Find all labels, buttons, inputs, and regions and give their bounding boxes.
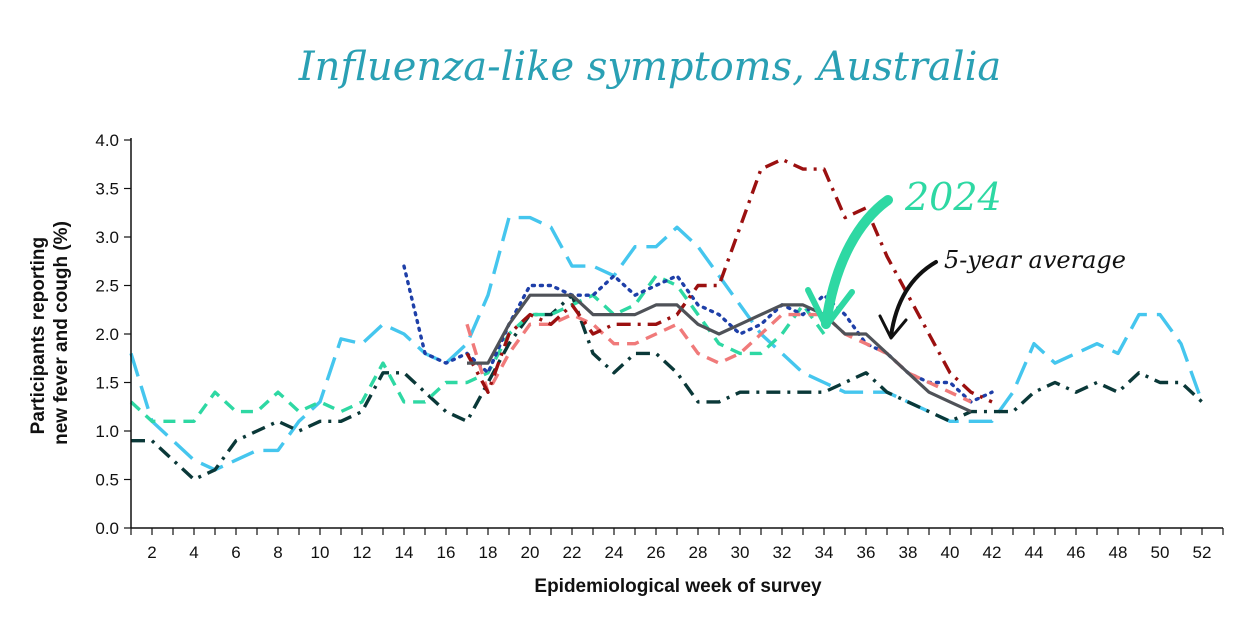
x-tick-label: 46: [1067, 543, 1086, 562]
x-tick-label: 26: [647, 543, 666, 562]
x-tick-label: 16: [437, 543, 456, 562]
y-axis-label-line-2: new fever and cough (%): [51, 221, 72, 445]
x-tick-label: 24: [605, 543, 624, 562]
x-tick-label: 40: [941, 543, 960, 562]
y-tick-label: 3.5: [95, 180, 119, 199]
x-tick-label: 48: [1109, 543, 1128, 562]
x-tick-label: 12: [353, 543, 372, 562]
x-tick-label: 50: [1151, 543, 1170, 562]
x-tick-label: 36: [857, 543, 876, 562]
x-tick-label: 42: [983, 543, 1002, 562]
x-tick-label: 34: [815, 543, 834, 562]
x-tick-label: 20: [521, 543, 540, 562]
y-axis-ticks: 0.0 0.5 1.0 1.5 2.0 2.5 3.0 3.5 4.0: [95, 131, 131, 538]
plot-lines: [129, 157, 1204, 482]
x-tick-label: 18: [479, 543, 498, 562]
x-tick-label: 10: [311, 543, 330, 562]
annotation-2024-label: 2024: [904, 175, 1002, 219]
y-axis-label-line-1: Participants reporting: [28, 237, 49, 434]
y-tick-label: 1.5: [95, 374, 119, 393]
y-tick-label: 0.0: [95, 519, 119, 538]
chart-title: Influenza-like symptoms, Australia: [298, 44, 1001, 90]
x-axis-ticks: 2 4 6 8 10 12 14 16 18 20 22 24 26 28 30 32 34 36 38 40 42 44…: [130, 528, 1224, 562]
series-line-7: [467, 293, 972, 414]
x-tick-label: 22: [563, 543, 582, 562]
annotation-2024-arrow: [805, 195, 893, 329]
y-axis-label: Participants reporting new fever and cou…: [28, 221, 72, 445]
y-tick-label: 2.5: [95, 277, 119, 296]
x-tick-label: 6: [231, 543, 240, 562]
x-tick-label: 28: [689, 543, 708, 562]
series-line-2: [131, 293, 1204, 482]
x-tick-label: 30: [731, 543, 750, 562]
y-tick-label: 2.0: [95, 325, 119, 344]
x-tick-label: 44: [1025, 543, 1044, 562]
series-line-1: [129, 215, 1204, 472]
x-tick-label: 38: [899, 543, 918, 562]
axes: [130, 138, 1223, 529]
series-line-6: [465, 157, 993, 404]
series-line-5: [465, 312, 972, 404]
x-tick-label: 8: [273, 543, 282, 562]
x-tick-label: 4: [189, 543, 198, 562]
x-tick-label: 32: [773, 543, 792, 562]
annotation-5yr-label: 5-year average: [944, 246, 1126, 274]
y-tick-label: 0.5: [95, 471, 119, 490]
annotation-5yr-arrow: [878, 260, 938, 340]
y-tick-label: 4.0: [95, 131, 119, 150]
x-tick-label: 2: [147, 543, 156, 562]
x-tick-label: 52: [1193, 543, 1212, 562]
x-tick-label: 14: [395, 543, 414, 562]
y-tick-label: 3.0: [95, 228, 119, 247]
y-tick-label: 1.0: [95, 422, 119, 441]
x-axis-label: Epidemiological week of survey: [534, 576, 822, 597]
